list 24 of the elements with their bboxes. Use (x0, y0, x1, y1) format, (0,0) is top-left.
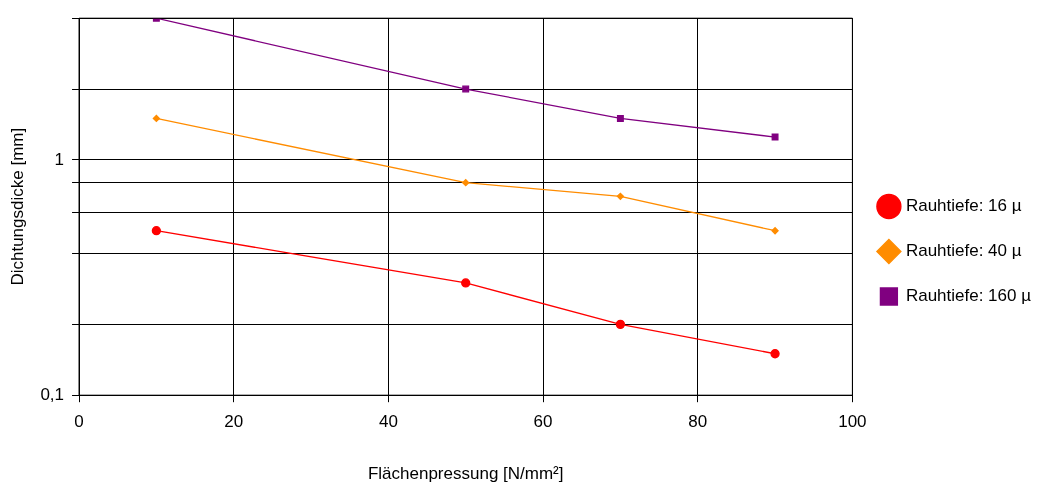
x-tick-label: 80 (688, 412, 708, 432)
x-tick-label: 100 (838, 412, 867, 432)
point (770, 349, 780, 359)
point (461, 278, 471, 288)
x-tick-label: 0 (74, 412, 84, 432)
y-tick-label: 0,1 (40, 384, 65, 404)
point (771, 133, 779, 141)
legend-label: Rauhtiefe: 160 µ (905, 286, 1032, 306)
y-tick-label: 1 (54, 149, 65, 169)
legend-label: Rauhtiefe: 40 µ (905, 241, 1022, 261)
y-axis-title: Dichtungsdicke [mm] (7, 127, 27, 286)
legend-label: Rauhtiefe: 16 µ (905, 196, 1022, 216)
x-tick-label: 60 (533, 412, 553, 432)
x-axis-title: Flächenpressung [N/mm²] (367, 464, 564, 484)
point (615, 319, 626, 330)
point (462, 85, 470, 93)
point (152, 114, 161, 123)
x-tick-label: 40 (378, 412, 398, 432)
point (616, 192, 625, 200)
point (771, 227, 779, 235)
point (151, 226, 162, 236)
x-tick-label: 20 (224, 412, 244, 432)
point (462, 179, 470, 187)
point (616, 114, 624, 122)
